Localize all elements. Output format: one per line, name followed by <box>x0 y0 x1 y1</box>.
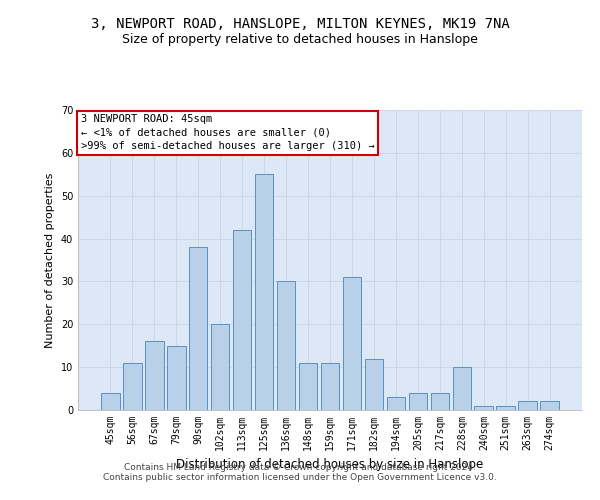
Text: Contains HM Land Registry data © Crown copyright and database right 2024.: Contains HM Land Registry data © Crown c… <box>124 462 476 471</box>
Text: 3, NEWPORT ROAD, HANSLOPE, MILTON KEYNES, MK19 7NA: 3, NEWPORT ROAD, HANSLOPE, MILTON KEYNES… <box>91 18 509 32</box>
Bar <box>320 363 340 410</box>
Bar <box>386 397 405 410</box>
Y-axis label: Number of detached properties: Number of detached properties <box>45 172 55 348</box>
Text: Contains public sector information licensed under the Open Government Licence v3: Contains public sector information licen… <box>103 472 497 482</box>
Bar <box>101 393 119 410</box>
Bar <box>167 346 185 410</box>
Bar <box>277 282 295 410</box>
Bar <box>233 230 251 410</box>
Bar <box>409 393 427 410</box>
Bar <box>299 363 317 410</box>
Bar <box>211 324 229 410</box>
Bar <box>518 402 537 410</box>
Bar <box>475 406 493 410</box>
Text: 3 NEWPORT ROAD: 45sqm
← <1% of detached houses are smaller (0)
>99% of semi-deta: 3 NEWPORT ROAD: 45sqm ← <1% of detached … <box>80 114 374 151</box>
Bar <box>541 402 559 410</box>
Text: Size of property relative to detached houses in Hanslope: Size of property relative to detached ho… <box>122 32 478 46</box>
Bar <box>496 406 515 410</box>
Bar <box>343 277 361 410</box>
Bar <box>365 358 383 410</box>
Bar <box>145 342 164 410</box>
Bar <box>189 247 208 410</box>
Bar <box>255 174 274 410</box>
Bar <box>123 363 142 410</box>
Bar <box>431 393 449 410</box>
X-axis label: Distribution of detached houses by size in Hanslope: Distribution of detached houses by size … <box>176 458 484 471</box>
Bar <box>452 367 471 410</box>
